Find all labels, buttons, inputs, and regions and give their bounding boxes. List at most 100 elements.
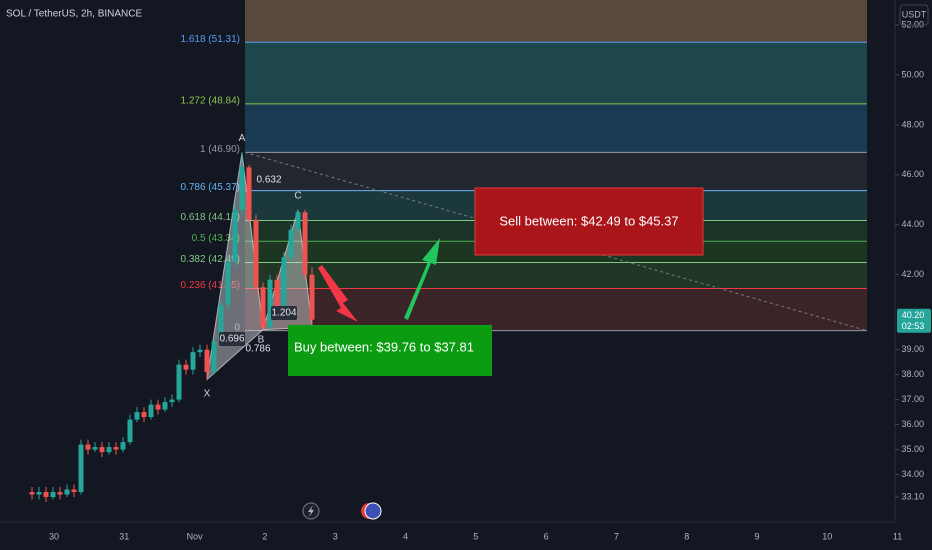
flag-icon bbox=[364, 502, 382, 520]
pattern-point-label: B bbox=[258, 334, 265, 345]
x-tick-label: 9 bbox=[754, 531, 759, 541]
candle-body bbox=[246, 167, 252, 220]
candle-body bbox=[57, 492, 63, 495]
ratio-box bbox=[271, 306, 297, 320]
y-tick-label: 39.00 bbox=[901, 344, 924, 354]
x-tick-label: 6 bbox=[544, 531, 549, 541]
candle-body bbox=[134, 412, 140, 420]
candle-body bbox=[204, 349, 210, 373]
buy-text: Buy between: $39.76 to $37.81 bbox=[294, 339, 474, 354]
fib-label: 0 bbox=[234, 322, 240, 333]
x-tick-label: Nov bbox=[187, 531, 204, 541]
x-tick-label: 11 bbox=[893, 531, 902, 541]
pattern-point-label: X bbox=[204, 388, 211, 399]
candle-body bbox=[183, 364, 189, 370]
candle-body bbox=[92, 447, 98, 450]
fib-band bbox=[245, 42, 867, 104]
candle-body bbox=[43, 492, 49, 498]
fib-band bbox=[245, 103, 867, 153]
y-tick-label: 50.00 bbox=[901, 69, 924, 79]
x-tick-label: 2 bbox=[262, 531, 267, 541]
candle-body bbox=[85, 444, 91, 450]
last-price: 40.20 bbox=[902, 310, 925, 320]
candle-body bbox=[267, 279, 273, 328]
pattern-point-label: A bbox=[239, 133, 246, 144]
candle-body bbox=[176, 364, 182, 400]
countdown: 02:53 bbox=[902, 321, 925, 331]
candle-body bbox=[99, 447, 105, 453]
fib-label: 0.236 (41.45) bbox=[181, 280, 241, 291]
candle-body bbox=[274, 279, 280, 310]
candle-body bbox=[218, 304, 224, 343]
candle-body bbox=[169, 399, 175, 403]
ratio-label: 1.204 bbox=[271, 308, 296, 319]
candle-body bbox=[260, 287, 266, 328]
candle-body bbox=[225, 262, 231, 305]
fib-label: 0.786 (45.37) bbox=[181, 182, 241, 193]
buy-box bbox=[288, 325, 492, 376]
currency: USDT bbox=[902, 9, 927, 19]
candle-body bbox=[190, 352, 196, 370]
event-icon-bolt bbox=[308, 505, 314, 517]
x-tick-label: 4 bbox=[403, 531, 408, 541]
y-tick-label: 35.00 bbox=[901, 444, 924, 454]
y-tick-label: 38.00 bbox=[901, 369, 924, 379]
fib-band bbox=[245, 0, 867, 43]
x-tick-label: 3 bbox=[333, 531, 338, 541]
currency-box bbox=[899, 4, 929, 26]
candle-body bbox=[106, 447, 112, 453]
y-tick-label: 46.00 bbox=[901, 169, 924, 179]
x-tick-label: 10 bbox=[822, 531, 832, 541]
down-arrow bbox=[318, 265, 358, 322]
candle-body bbox=[141, 412, 147, 418]
ratio-label: 0.632 bbox=[256, 175, 281, 186]
candle-body bbox=[71, 489, 77, 493]
x-tick-label: 7 bbox=[614, 531, 619, 541]
candle-body bbox=[288, 229, 294, 258]
y-tick-label: 42.00 bbox=[901, 269, 924, 279]
candle-body bbox=[239, 167, 245, 210]
y-tick-label: 44.00 bbox=[901, 219, 924, 229]
ratio-label: 0.696 bbox=[219, 334, 244, 345]
candle-body bbox=[309, 274, 315, 320]
candle-body bbox=[127, 419, 133, 443]
candle-body bbox=[197, 349, 203, 353]
candle-body bbox=[78, 444, 84, 493]
last-price-box bbox=[897, 308, 931, 333]
fib-label: 1 (46.90) bbox=[200, 144, 240, 155]
candle-body bbox=[162, 402, 168, 410]
candle-body bbox=[295, 212, 301, 230]
candle-body bbox=[155, 404, 161, 410]
fib-label: 1.272 (48.84) bbox=[181, 96, 241, 107]
fib-label: 0.382 (42.49) bbox=[181, 254, 241, 265]
candle-body bbox=[148, 404, 154, 418]
fib-band bbox=[245, 288, 867, 331]
y-tick-label: 33.10 bbox=[901, 491, 924, 501]
y-tick-label: 36.00 bbox=[901, 419, 924, 429]
candle-body bbox=[211, 342, 217, 373]
fib-label: 1.618 (51.31) bbox=[181, 34, 241, 45]
price-axis bbox=[895, 0, 932, 550]
y-tick-label: 52.00 bbox=[901, 19, 924, 29]
ratio-box bbox=[219, 332, 245, 346]
candle-body bbox=[36, 492, 42, 495]
y-tick-label: 48.00 bbox=[901, 119, 924, 129]
candle-body bbox=[120, 442, 126, 450]
fib-band bbox=[245, 152, 867, 191]
y-tick-label: 34.00 bbox=[901, 469, 924, 479]
fib-band bbox=[245, 262, 867, 289]
pattern-point-label: C bbox=[294, 190, 301, 201]
up-arrow bbox=[404, 238, 440, 320]
ratio-label: 0.786 bbox=[245, 344, 270, 355]
fib-label: 0.618 (44.17) bbox=[181, 212, 241, 223]
candle-body bbox=[302, 212, 308, 275]
candle-body bbox=[50, 492, 56, 498]
candle-body bbox=[113, 447, 119, 450]
x-tick-label: 31 bbox=[119, 531, 129, 541]
fib-label: 0.5 (43.34) bbox=[192, 233, 240, 244]
candle-body bbox=[29, 492, 35, 495]
x-tick-label: 8 bbox=[684, 531, 689, 541]
chart-title: SOL / TetherUS, 2h, BINANCE bbox=[6, 9, 142, 20]
candle-body bbox=[232, 209, 238, 263]
y-tick-label: 37.00 bbox=[901, 394, 924, 404]
